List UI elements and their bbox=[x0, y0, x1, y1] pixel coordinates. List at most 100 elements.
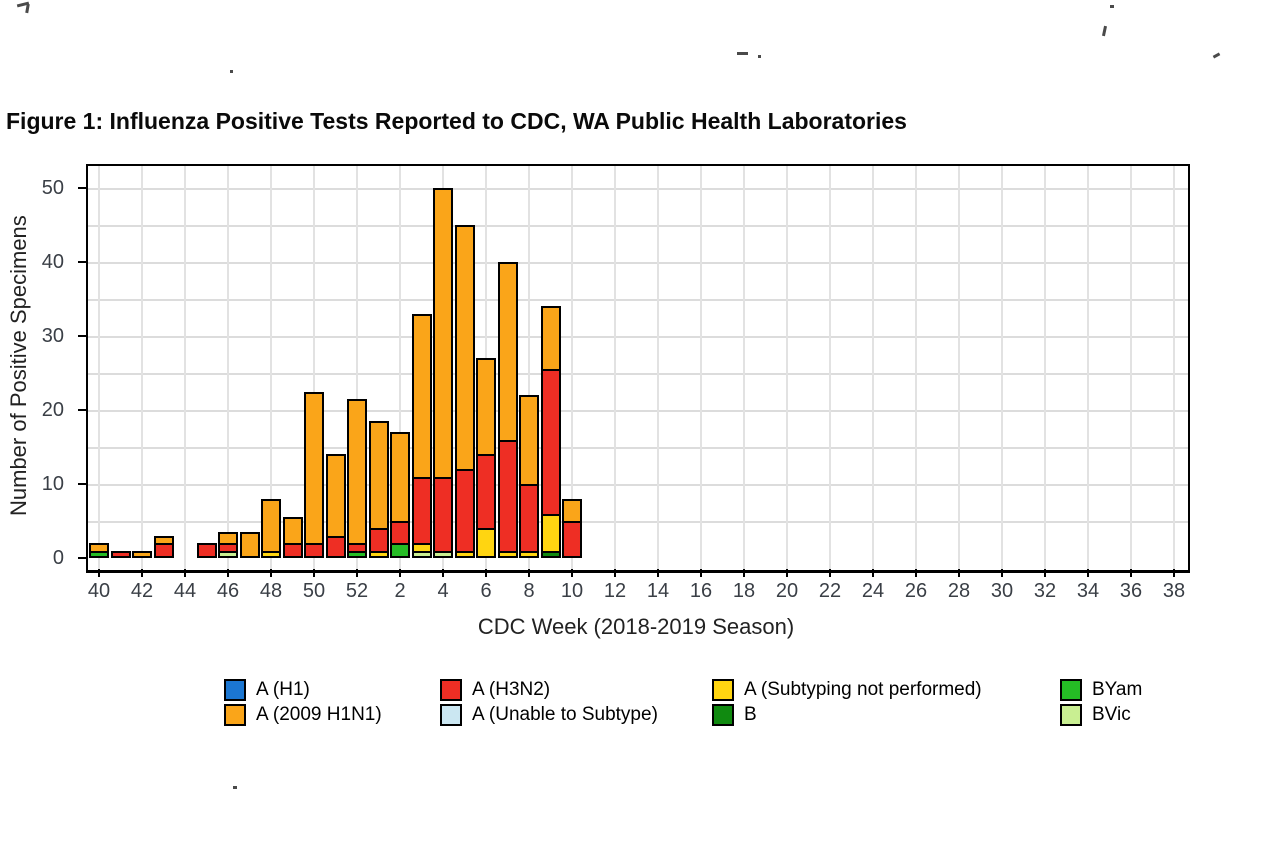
bar-segment bbox=[562, 521, 582, 558]
x-tick-label: 8 bbox=[523, 580, 535, 602]
x-gridline bbox=[184, 166, 186, 570]
x-axis-title: CDC Week (2018-2019 Season) bbox=[477, 614, 795, 639]
y-tick-mark bbox=[78, 483, 86, 485]
x-tick-mark bbox=[1130, 569, 1132, 577]
y-tick-label: 50 bbox=[41, 177, 64, 199]
bar-segment bbox=[390, 543, 410, 558]
x-tick-mark bbox=[485, 569, 487, 577]
scan-artifact bbox=[758, 55, 761, 58]
x-tick-label: 36 bbox=[1119, 580, 1143, 602]
x-tick-mark bbox=[1087, 569, 1089, 577]
legend-label: A (H1) bbox=[256, 679, 310, 700]
bar-segment bbox=[540, 306, 561, 372]
x-tick-mark bbox=[98, 569, 100, 577]
legend-label: BYam bbox=[1092, 679, 1143, 700]
x-tick-label: 42 bbox=[130, 580, 154, 602]
x-tick-label: 44 bbox=[173, 580, 197, 602]
bar-segment bbox=[261, 498, 281, 553]
bar-segment bbox=[282, 543, 303, 558]
scan-artifact bbox=[737, 52, 748, 55]
bar-segment bbox=[540, 513, 561, 553]
x-tick-label: 2 bbox=[394, 580, 406, 602]
x-gridline bbox=[958, 166, 960, 570]
bar-segment bbox=[390, 432, 410, 523]
bar-segment bbox=[433, 476, 453, 553]
legend-label: BVic bbox=[1092, 704, 1131, 725]
bar-segment bbox=[476, 358, 496, 457]
x-tick-label: 14 bbox=[646, 580, 670, 602]
bar-segment bbox=[304, 543, 324, 558]
bar-segment bbox=[454, 225, 475, 472]
bar-segment bbox=[196, 543, 217, 558]
x-tick-mark bbox=[184, 569, 186, 577]
x-gridline bbox=[399, 166, 401, 570]
bar-segment bbox=[325, 454, 346, 538]
x-tick-label: 30 bbox=[990, 580, 1014, 602]
x-tick-mark bbox=[141, 569, 143, 577]
x-tick-mark bbox=[313, 569, 315, 577]
x-tick-label: 52 bbox=[345, 580, 369, 602]
x-tick-mark bbox=[614, 569, 616, 577]
bar-segment bbox=[519, 484, 539, 553]
y-gridline bbox=[88, 373, 1188, 375]
legend-swatch bbox=[224, 679, 246, 701]
scan-artifact bbox=[233, 786, 237, 789]
x-tick-mark bbox=[528, 569, 530, 577]
bar-segment bbox=[239, 532, 260, 558]
x-gridline bbox=[313, 166, 315, 570]
x-tick-mark bbox=[1001, 569, 1003, 577]
y-tick-mark bbox=[78, 335, 86, 337]
x-gridline bbox=[743, 166, 745, 570]
bar-segment bbox=[411, 476, 432, 546]
y-tick-label: 0 bbox=[52, 547, 64, 569]
x-tick-label: 26 bbox=[904, 580, 928, 602]
x-gridline bbox=[614, 166, 616, 570]
x-gridline bbox=[786, 166, 788, 570]
legend-swatch bbox=[440, 704, 462, 726]
bar-segment bbox=[110, 550, 131, 558]
y-gridline bbox=[88, 484, 1188, 486]
x-gridline bbox=[141, 166, 143, 570]
x-tick-label: 22 bbox=[818, 580, 842, 602]
bar-segment bbox=[132, 550, 152, 558]
scan-artifact bbox=[25, 3, 30, 14]
x-tick-mark bbox=[872, 569, 874, 577]
x-tick-mark bbox=[700, 569, 702, 577]
x-gridline bbox=[657, 166, 659, 570]
bar-segment bbox=[411, 313, 432, 479]
x-gridline bbox=[227, 166, 229, 570]
scan-artifact bbox=[230, 70, 233, 73]
x-tick-mark bbox=[743, 569, 745, 577]
x-tick-label: 24 bbox=[861, 580, 885, 602]
bar-segment bbox=[368, 421, 389, 531]
y-gridline bbox=[88, 521, 1188, 523]
x-tick-mark bbox=[829, 569, 831, 577]
y-gridline bbox=[88, 225, 1188, 227]
y-tick-label: 20 bbox=[41, 399, 64, 421]
x-tick-label: 32 bbox=[1033, 580, 1057, 602]
legend-swatch bbox=[1060, 679, 1082, 701]
y-tick-mark bbox=[78, 409, 86, 411]
x-tick-label: 50 bbox=[302, 580, 326, 602]
scan-artifact bbox=[1101, 25, 1108, 37]
x-gridline bbox=[1001, 166, 1003, 570]
bar-segment bbox=[153, 543, 174, 558]
legend-swatch bbox=[712, 704, 734, 726]
figure-title: Figure 1: Influenza Positive Tests Repor… bbox=[6, 108, 907, 134]
x-gridline bbox=[872, 166, 874, 570]
x-tick-label: 34 bbox=[1076, 580, 1100, 602]
x-tick-label: 6 bbox=[480, 580, 492, 602]
bar-segment bbox=[433, 188, 453, 479]
x-tick-label: 18 bbox=[732, 580, 756, 602]
x-tick-mark bbox=[442, 569, 444, 577]
x-gridline bbox=[356, 166, 358, 570]
y-gridline bbox=[88, 410, 1188, 412]
x-tick-mark bbox=[399, 569, 401, 577]
x-tick-mark bbox=[356, 569, 358, 577]
y-tick-label: 40 bbox=[41, 251, 64, 273]
x-gridline bbox=[528, 166, 530, 570]
x-tick-mark bbox=[657, 569, 659, 577]
x-tick-mark bbox=[227, 569, 229, 577]
x-tick-label: 20 bbox=[775, 580, 799, 602]
